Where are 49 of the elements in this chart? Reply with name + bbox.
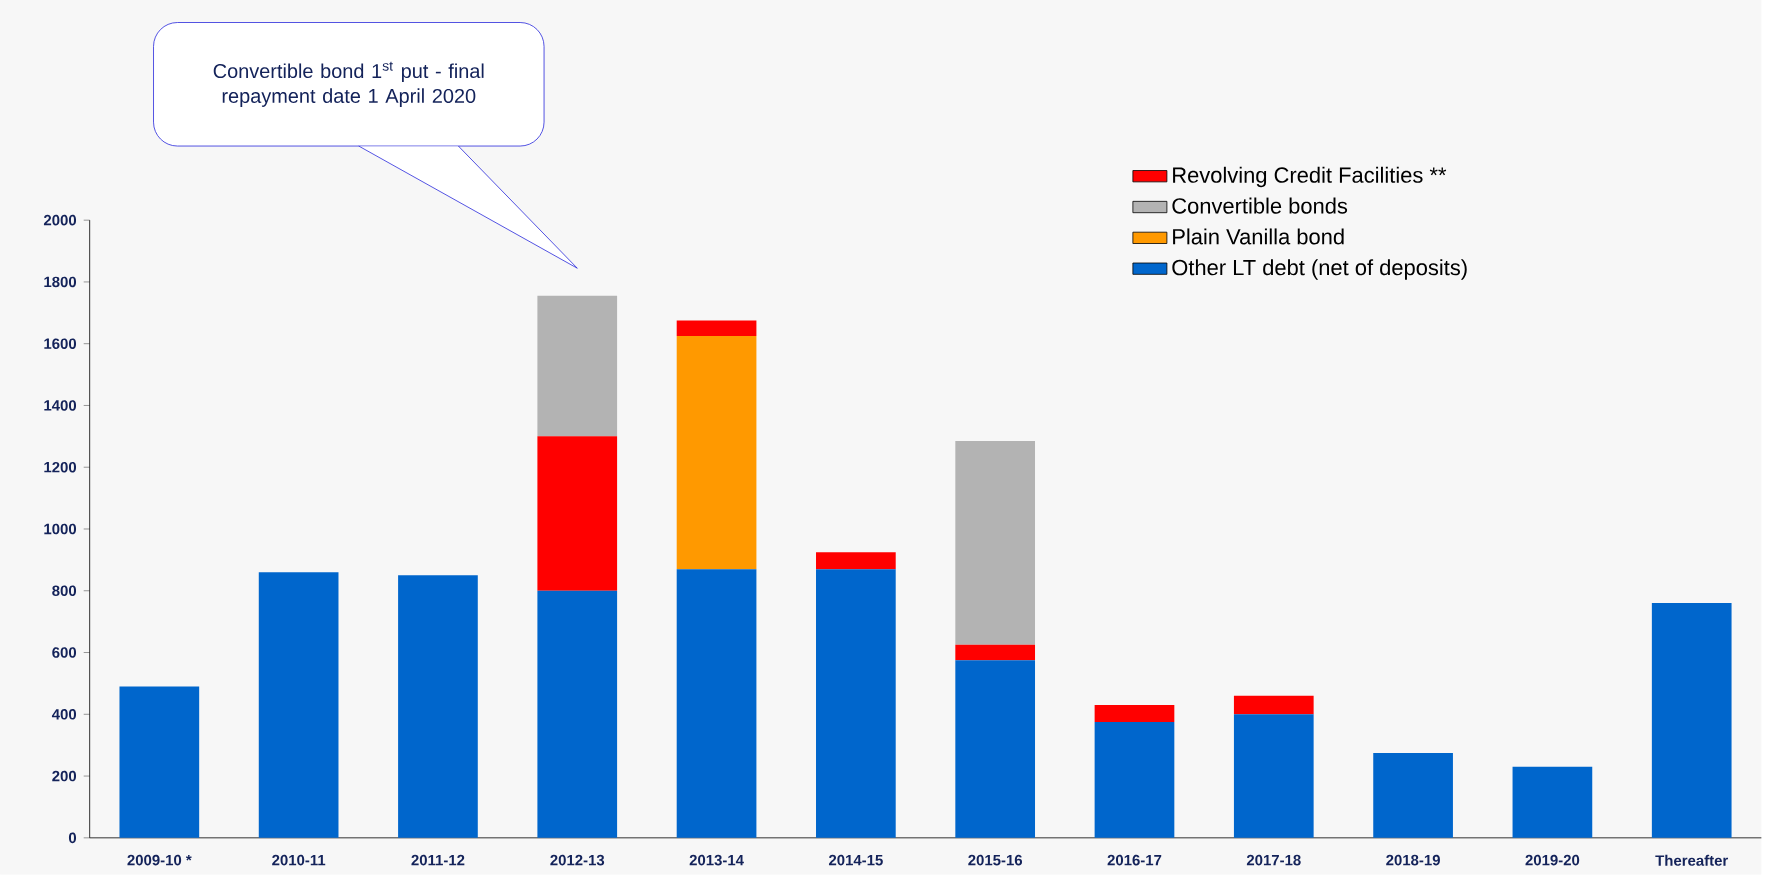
x-tick-label: 2019-20 <box>1525 854 1580 866</box>
y-tick-label: 1600 <box>44 338 77 350</box>
y-tick-label: 1200 <box>44 462 77 473</box>
bar <box>955 441 1036 645</box>
bar <box>537 436 618 591</box>
y-tick-label: 600 <box>52 647 77 658</box>
bar <box>258 572 339 838</box>
bar <box>1373 753 1453 838</box>
x-tick-label: 2013-14 <box>689 854 744 866</box>
bar <box>955 660 1036 838</box>
x-tick-label: 2010-11 <box>272 854 326 866</box>
bar <box>1512 766 1593 838</box>
x-tick-label: 2012-13 <box>550 854 605 866</box>
bar <box>955 644 1036 661</box>
bar <box>676 336 757 570</box>
y-tick-label: 0 <box>68 832 77 844</box>
bar <box>676 569 757 838</box>
x-tick-label: 2011-12 <box>411 854 465 866</box>
x-tick-label: 2009-10 * <box>127 854 192 866</box>
legend-label: Other LT debt (net of deposits) <box>1172 259 1467 280</box>
bar <box>119 686 200 838</box>
bar <box>816 552 896 570</box>
legend-label: Convertible bonds <box>1172 197 1348 214</box>
y-tick-label: 800 <box>52 585 77 597</box>
legend-label: Revolving Credit Facilities ** <box>1173 166 1447 188</box>
y-tick-label: 200 <box>52 770 77 782</box>
bar <box>1094 705 1175 723</box>
bar <box>1233 714 1314 838</box>
y-tick-label: 1000 <box>44 523 77 535</box>
bar <box>398 575 478 838</box>
y-tick-label: 1400 <box>44 400 77 411</box>
y-tick-label: 1800 <box>44 276 77 288</box>
y-tick-label: 2000 <box>43 215 77 226</box>
bar <box>1651 603 1732 838</box>
bar <box>1094 722 1175 838</box>
x-tick-label: 2018-19 <box>1386 854 1440 866</box>
bar <box>537 590 618 838</box>
bar <box>676 320 757 337</box>
legend-label: Plain Vanilla bond <box>1173 228 1344 245</box>
x-tick-label: 2014-15 <box>828 854 883 866</box>
bar <box>1233 695 1314 715</box>
text: Convertible bond 1$^{st}$ put - final repayment date 1 April 2020 <box>213 61 484 108</box>
x-tick-label: Thereafter <box>1655 855 1729 866</box>
x-tick-label: 2015-16 <box>968 854 1023 866</box>
y-tick-label: 400 <box>51 709 77 720</box>
x-tick-label: 2016-17 <box>1107 854 1162 866</box>
bar <box>537 295 618 437</box>
x-tick-label: 2017-18 <box>1246 854 1301 866</box>
bar <box>816 569 896 838</box>
